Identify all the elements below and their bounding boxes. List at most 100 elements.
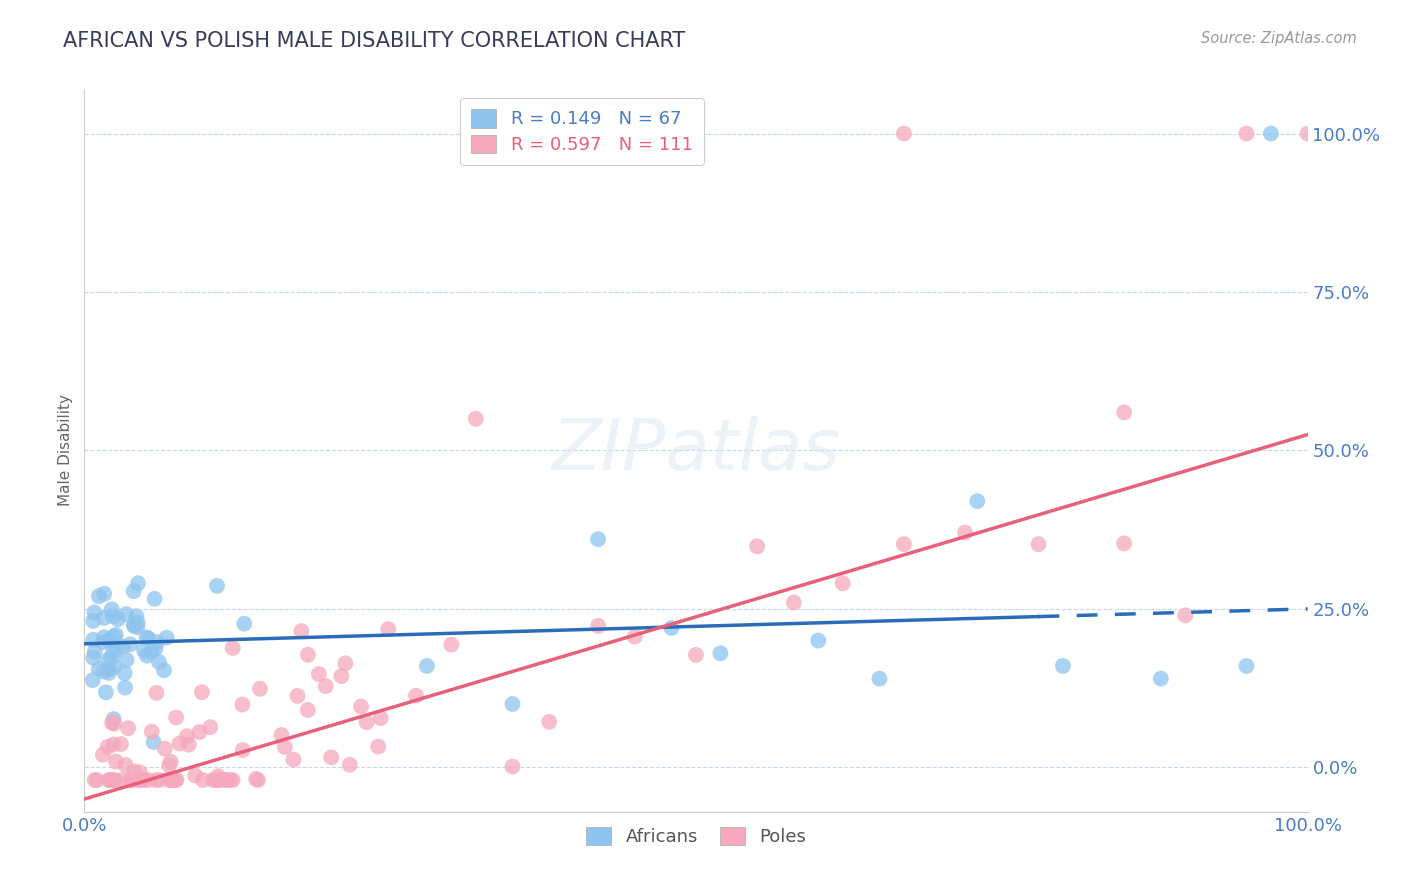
Point — [315, 679, 337, 693]
Point — [191, 685, 214, 699]
Point — [160, 772, 183, 787]
Point — [709, 646, 731, 660]
Point — [283, 753, 305, 767]
Point — [103, 738, 125, 752]
Point — [162, 772, 184, 787]
Point — [98, 772, 121, 787]
Point — [87, 589, 110, 603]
Point — [98, 662, 121, 676]
Point — [121, 772, 143, 787]
Point — [127, 615, 149, 630]
Point — [233, 616, 256, 631]
Point — [91, 747, 114, 762]
Point — [1114, 536, 1136, 550]
Point — [783, 596, 806, 610]
Point — [219, 772, 242, 787]
Point — [145, 641, 167, 656]
Point — [110, 737, 132, 751]
Point — [97, 739, 120, 754]
Point — [538, 714, 561, 729]
Point — [247, 772, 270, 787]
Point — [100, 650, 122, 665]
Point — [464, 411, 486, 425]
Point — [440, 638, 463, 652]
Point — [370, 711, 392, 725]
Point — [350, 699, 373, 714]
Point — [120, 772, 142, 787]
Point — [405, 689, 427, 703]
Text: AFRICAN VS POLISH MALE DISABILITY CORRELATION CHART: AFRICAN VS POLISH MALE DISABILITY CORREL… — [63, 31, 686, 51]
Point — [330, 669, 353, 683]
Point — [135, 648, 157, 663]
Point — [127, 576, 149, 591]
Point — [122, 584, 145, 599]
Point — [1296, 127, 1319, 141]
Point — [685, 648, 707, 662]
Point — [1052, 659, 1074, 673]
Point — [502, 697, 524, 711]
Point — [661, 621, 683, 635]
Text: Source: ZipAtlas.com: Source: ZipAtlas.com — [1201, 31, 1357, 46]
Point — [157, 772, 180, 787]
Point — [308, 667, 330, 681]
Point — [156, 631, 179, 645]
Point — [82, 673, 104, 688]
Point — [207, 772, 229, 787]
Point — [205, 579, 228, 593]
Point — [274, 739, 297, 754]
Point — [416, 659, 439, 673]
Point — [159, 755, 181, 769]
Point — [103, 644, 125, 658]
Point — [93, 665, 115, 679]
Y-axis label: Male Disability: Male Disability — [58, 394, 73, 507]
Point — [893, 537, 915, 551]
Point — [101, 602, 124, 616]
Point — [82, 632, 104, 647]
Point — [105, 643, 128, 657]
Point — [807, 633, 830, 648]
Point — [153, 741, 176, 756]
Point — [205, 772, 228, 787]
Point — [191, 772, 214, 787]
Point — [1236, 127, 1258, 141]
Point — [101, 715, 124, 730]
Point — [1114, 405, 1136, 419]
Point — [114, 758, 136, 772]
Point — [232, 743, 254, 757]
Point — [146, 635, 169, 649]
Point — [145, 772, 167, 787]
Point — [215, 772, 238, 787]
Point — [135, 631, 157, 645]
Point — [117, 721, 139, 735]
Point — [98, 772, 121, 787]
Point — [114, 681, 136, 695]
Text: ZIPatlas: ZIPatlas — [551, 416, 841, 485]
Point — [339, 757, 361, 772]
Point — [142, 735, 165, 749]
Point — [231, 698, 253, 712]
Point — [157, 758, 180, 772]
Point — [367, 739, 389, 754]
Point — [120, 637, 142, 651]
Point — [83, 772, 105, 787]
Point — [82, 650, 104, 665]
Point — [297, 648, 319, 662]
Point — [148, 655, 170, 669]
Point — [165, 772, 187, 787]
Point — [143, 591, 166, 606]
Point — [149, 772, 172, 787]
Point — [127, 772, 149, 787]
Point — [222, 640, 245, 655]
Point — [184, 768, 207, 782]
Point — [200, 720, 222, 734]
Point — [377, 622, 399, 636]
Point — [122, 618, 145, 632]
Point — [129, 772, 152, 787]
Point — [83, 645, 105, 659]
Point — [93, 587, 115, 601]
Point — [356, 715, 378, 730]
Point — [103, 630, 125, 644]
Point — [953, 525, 976, 540]
Point — [1028, 537, 1050, 551]
Point — [115, 607, 138, 622]
